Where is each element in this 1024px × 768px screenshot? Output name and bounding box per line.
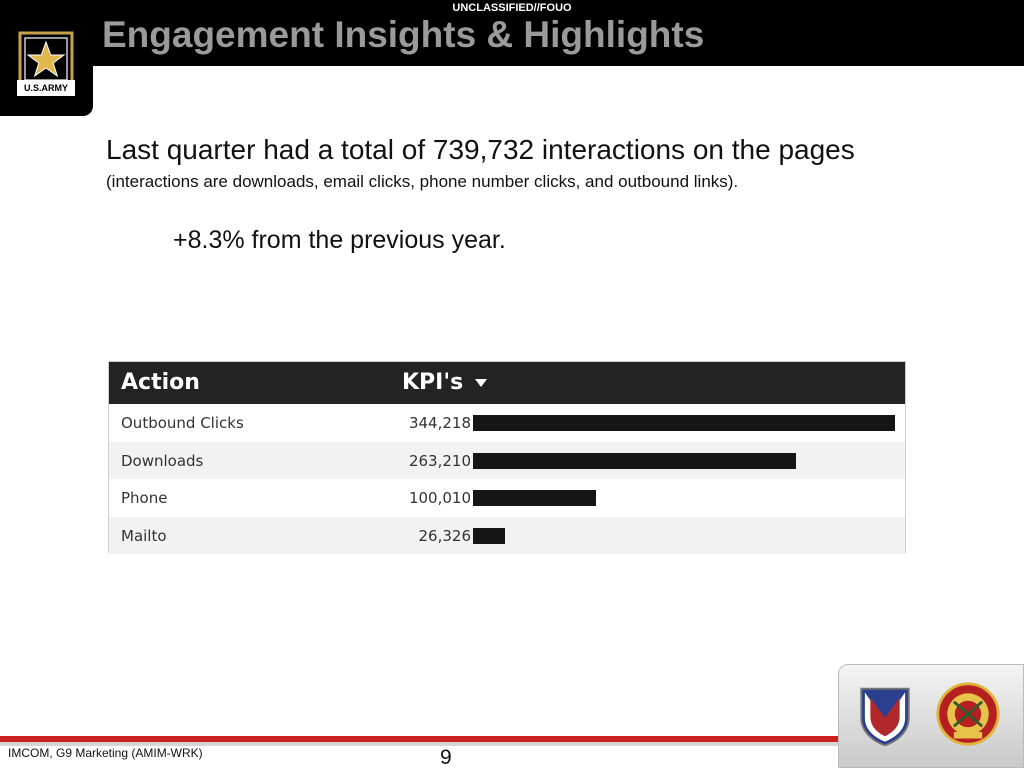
- row-kpi-bar: [473, 490, 596, 506]
- column-header-kpi[interactable]: KPI's: [402, 370, 464, 395]
- imcom-support-seal-icon: [936, 682, 1000, 746]
- row-kpi-value: 344,218: [408, 414, 471, 432]
- row-kpi-bar: [473, 415, 895, 431]
- kpi-table-header: Action KPI's: [109, 362, 905, 404]
- row-action-label: Phone: [121, 489, 168, 507]
- row-action-label: Mailto: [121, 527, 167, 545]
- footer-org-text: IMCOM, G9 Marketing (AMIM-WRK): [8, 746, 203, 760]
- row-action-label: Outbound Clicks: [121, 414, 244, 432]
- table-row[interactable]: Mailto 26,326: [109, 517, 905, 554]
- army-logo: U.S.ARMY: [0, 0, 93, 116]
- subline-text: (interactions are downloads, email click…: [106, 172, 739, 191]
- caret-down-icon[interactable]: [475, 379, 487, 387]
- footer-gray-rule: [0, 742, 842, 746]
- emblem-panel: [838, 664, 1024, 768]
- classification-label: UNCLASSIFIED//FOUO: [452, 2, 572, 14]
- footer-red-rule: [0, 736, 842, 742]
- logo-text: U.S.ARMY: [17, 80, 75, 96]
- table-row[interactable]: Phone 100,010: [109, 479, 905, 516]
- row-action-label: Downloads: [121, 452, 204, 470]
- row-kpi-bar: [473, 453, 796, 469]
- header-band: [0, 0, 1024, 66]
- page-number: 9: [440, 746, 452, 768]
- kpi-table: Action KPI's Outbound Clicks 344,218 Downl…: [108, 361, 906, 554]
- page-title: Engagement Insights & Highlights: [102, 14, 705, 55]
- column-header-action[interactable]: Action: [121, 370, 200, 395]
- yoy-change-text: +8.3% from the previous year.: [173, 226, 506, 254]
- row-kpi-value: 263,210: [408, 452, 471, 470]
- row-kpi-value: 100,010: [408, 489, 471, 507]
- headline-text: Last quarter had a total of 739,732 inte…: [106, 134, 855, 165]
- table-row[interactable]: Downloads 263,210: [109, 442, 905, 479]
- army-materiel-command-shield-icon: [860, 687, 910, 747]
- table-row[interactable]: Outbound Clicks 344,218: [109, 404, 905, 441]
- row-kpi-bar: [473, 528, 505, 544]
- row-kpi-value: 26,326: [418, 527, 472, 545]
